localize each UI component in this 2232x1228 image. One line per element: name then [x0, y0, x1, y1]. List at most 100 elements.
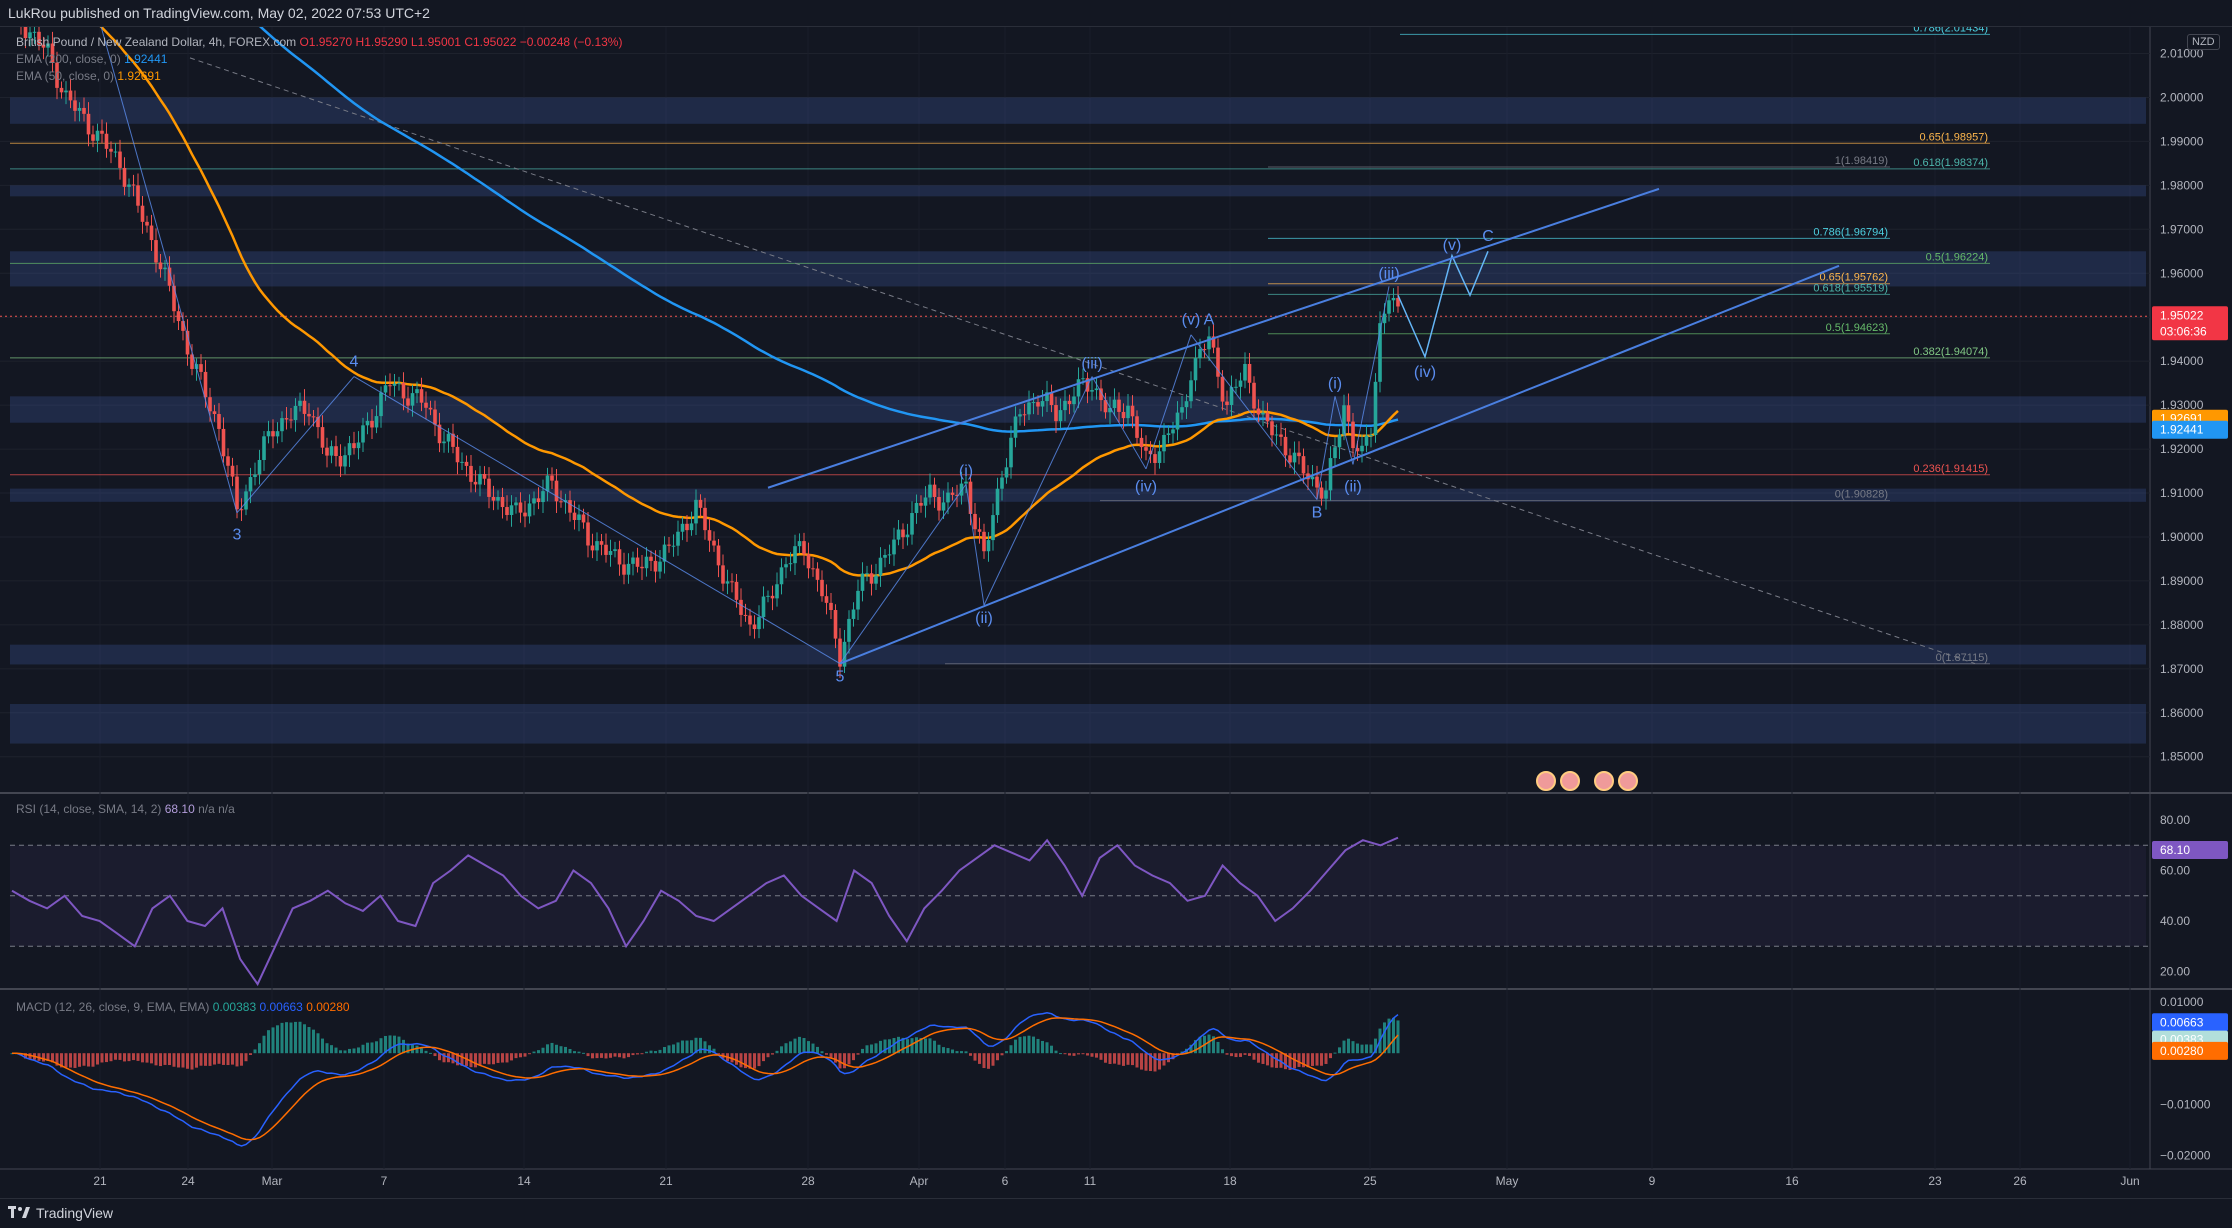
dashed-trendline	[189, 57, 1976, 665]
candle-body	[1184, 401, 1189, 408]
macd-histogram-bar	[388, 1035, 392, 1054]
macd-histogram-bar	[429, 1052, 432, 1054]
macd-histogram-bar	[199, 1053, 203, 1066]
candle-body	[361, 425, 365, 443]
macd-histogram-bar	[924, 1038, 927, 1054]
macd-histogram-bar	[1104, 1053, 1107, 1063]
time-tick-label: Apr	[910, 1174, 929, 1188]
macd-histogram-bar	[519, 1053, 522, 1058]
candle-body	[892, 539, 896, 555]
macd-histogram-bar	[852, 1053, 855, 1061]
macd-histogram-bar	[1293, 1053, 1296, 1069]
macd-histogram-bar	[807, 1041, 810, 1054]
candle-body	[1369, 435, 1373, 437]
candle-body	[302, 400, 307, 414]
candle-body	[743, 614, 748, 616]
wave-segment	[1145, 334, 1192, 470]
candle-body	[541, 491, 545, 503]
macd-histogram-bar	[1144, 1053, 1148, 1071]
macd-histogram-bar	[627, 1053, 630, 1058]
macd-histogram-bar	[42, 1053, 45, 1062]
candle-body	[388, 385, 392, 387]
candle-body	[788, 563, 793, 565]
macd-histogram-bar	[136, 1053, 140, 1061]
fib-level-label: 0.786(1.96794)	[1813, 226, 1888, 238]
candle-body	[1144, 447, 1148, 451]
currency-badge[interactable]: NZD	[2187, 34, 2220, 50]
price-tick-label: 1.99000	[2160, 134, 2204, 148]
macd-histogram-bar	[303, 1024, 306, 1054]
candle-body	[316, 416, 320, 428]
macd-histogram-bar	[960, 1051, 963, 1054]
candle-body	[721, 565, 725, 584]
wave-segment	[1091, 376, 1147, 470]
macd-histogram-bar	[1063, 1053, 1067, 1055]
candle-body	[739, 599, 743, 615]
candle-body	[689, 523, 694, 531]
candle-body	[1274, 434, 1279, 436]
macd-histogram-bar	[1099, 1053, 1103, 1060]
macd-histogram-bar	[856, 1053, 860, 1055]
candle-body	[982, 531, 986, 552]
candle-body	[509, 505, 514, 515]
time-tick-label: 18	[1223, 1174, 1237, 1188]
rsi-band	[10, 845, 2146, 947]
candle-body	[1004, 467, 1009, 478]
wave-label: (i)	[1328, 375, 1342, 392]
macd-histogram-bar	[501, 1053, 504, 1063]
candle-body	[1364, 435, 1369, 446]
macd-histogram-bar	[717, 1053, 720, 1055]
candle-body	[995, 488, 1000, 516]
ema200-legend[interactable]: EMA (200, close, 0)	[16, 52, 121, 66]
time-tick-label: 6	[1002, 1174, 1009, 1188]
macd-histogram-bar	[217, 1053, 221, 1064]
candle-body	[145, 221, 149, 226]
macd-histogram-bar	[955, 1051, 959, 1054]
macd-histogram-bar	[532, 1051, 536, 1054]
macd-histogram-bar	[1261, 1053, 1265, 1064]
candle-body	[568, 500, 572, 513]
macd-histogram-bar	[537, 1050, 540, 1054]
candle-body	[608, 551, 613, 555]
macd-histogram-bar	[510, 1053, 513, 1061]
macd-histogram-bar	[1356, 1043, 1359, 1054]
macd-histogram-bar	[262, 1035, 266, 1054]
candle-body	[1391, 297, 1396, 301]
tradingview-logo[interactable]: TradingView	[8, 1205, 113, 1221]
wave-label: (ii)	[975, 610, 993, 627]
candle-body	[811, 568, 815, 570]
macd-legend-title[interactable]: MACD (12, 26, close, 9, EMA, EMA)	[16, 1000, 210, 1014]
price-tick-label: 1.87000	[2160, 662, 2204, 676]
macd-histogram-bar	[937, 1044, 941, 1054]
macd-histogram-bar	[28, 1053, 32, 1060]
macd-histogram-bar	[1095, 1053, 1098, 1058]
wave-label: (v)	[1443, 237, 1462, 254]
price-tick-label: 1.86000	[2160, 706, 2204, 720]
macd-histogram-bar	[1275, 1053, 1278, 1068]
time-tick-label: 23	[1928, 1174, 1942, 1188]
macd-histogram-bar	[1126, 1053, 1130, 1065]
candle-body	[1045, 392, 1049, 402]
candle-body	[1171, 429, 1175, 434]
macd-histogram-bar	[838, 1053, 842, 1069]
ema50-legend[interactable]: EMA (50, close, 0)	[16, 69, 115, 83]
candle-body	[149, 225, 154, 241]
candle-body	[1310, 476, 1315, 480]
macd-histogram-bar	[1167, 1053, 1170, 1063]
symbol-name[interactable]: British Pound / New Zealand Dollar, 4h, …	[16, 35, 297, 49]
candle-body	[554, 480, 559, 502]
candle-body	[1139, 437, 1144, 448]
macd-histogram-bar	[654, 1051, 657, 1054]
candle-body	[824, 596, 829, 603]
candle-body	[167, 267, 172, 286]
time-tick-label: 7	[381, 1174, 388, 1188]
chart-canvas[interactable]: 0.786(2.01434) 0.65(1.98957) 0.618(1.98374…	[0, 27, 2232, 1197]
candle-body	[1292, 452, 1297, 463]
macd-histogram-bar	[1113, 1053, 1116, 1064]
rsi-legend-title[interactable]: RSI (14, close, SMA, 14, 2)	[16, 802, 162, 816]
time-tick-label: 14	[517, 1174, 531, 1188]
macd-histogram-bar	[438, 1053, 441, 1061]
candle-body	[514, 502, 518, 506]
candle-body	[365, 420, 370, 426]
macd-histogram-bar	[442, 1053, 446, 1063]
